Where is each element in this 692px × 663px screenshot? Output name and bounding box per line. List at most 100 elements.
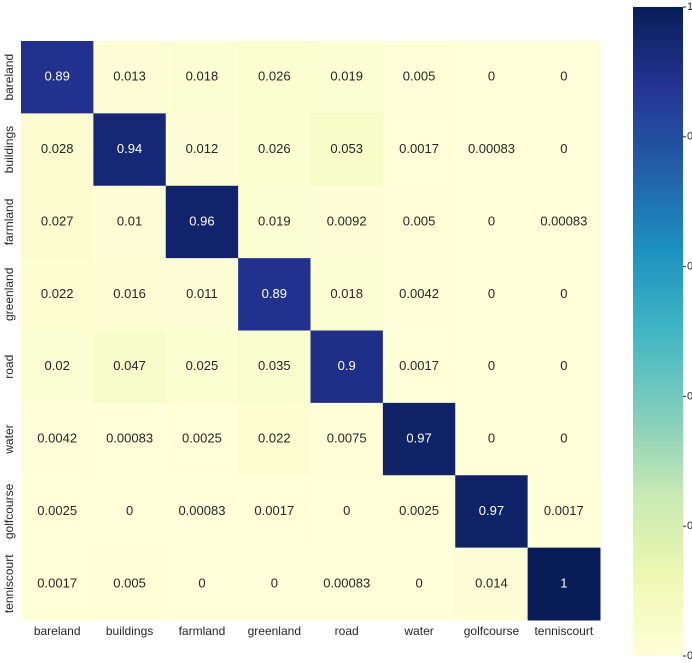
heatmap-cell	[455, 547, 529, 621]
heatmap-cell	[238, 185, 311, 259]
cell-label: 0	[488, 286, 495, 301]
y-tick-label: bareland	[2, 54, 16, 101]
cell-label: 0.027	[41, 213, 74, 228]
heatmap-cell	[238, 547, 311, 621]
cell-label: 0	[488, 431, 495, 446]
heatmap-cell	[165, 330, 239, 404]
cell-label: 0.019	[258, 213, 291, 228]
heatmap-cell	[382, 475, 456, 549]
heatmap-cell	[93, 547, 167, 621]
cell-label: 0.028	[41, 141, 74, 156]
heatmap-cell	[310, 113, 384, 187]
heatmap-cell	[455, 475, 529, 549]
x-tick-label: water	[403, 624, 433, 638]
heatmap-cell	[238, 41, 311, 114]
heatmap-cell	[455, 330, 529, 404]
cell-label: 0.89	[262, 286, 287, 301]
heatmap-cell	[93, 402, 167, 476]
x-tick-label: greenland	[248, 624, 301, 638]
y-tick-label: water	[2, 424, 16, 454]
x-tick-label: farmland	[179, 624, 226, 638]
cell-label: 0.00083	[106, 431, 153, 446]
cell-label: 0	[126, 503, 133, 518]
heatmap-cell	[93, 185, 167, 259]
heatmap-cell	[165, 402, 239, 476]
y-tick-label: golfcourse	[2, 483, 16, 539]
cell-label: 0.0092	[327, 213, 367, 228]
heatmap-cell	[21, 258, 94, 331]
heatmap-cell	[527, 402, 601, 476]
heatmap-cell	[527, 258, 601, 331]
cell-label: 0.018	[186, 69, 219, 84]
heatmap-cell	[527, 330, 601, 404]
cell-label: 0.01	[117, 213, 142, 228]
y-tick-label: greenland	[2, 268, 16, 321]
heatmap-cell	[93, 41, 167, 114]
cell-label: 0	[271, 575, 278, 590]
cell-label: 0.005	[403, 69, 436, 84]
cell-label: 0.018	[330, 286, 363, 301]
cell-label: 0.0075	[327, 431, 367, 446]
heatmap-cell	[382, 113, 456, 187]
cell-label: 0.9	[338, 358, 356, 373]
heatmap-cell	[21, 547, 94, 621]
heatmap-cell	[310, 402, 384, 476]
heatmap-cell	[310, 41, 384, 114]
cell-label: 0.0025	[37, 503, 77, 518]
cell-label: 0	[198, 575, 205, 590]
heatmap-cell	[455, 402, 529, 476]
heatmap-cell	[238, 113, 311, 187]
colorbar-tick-label: 0.0	[687, 650, 692, 662]
heatmap-cell	[93, 330, 167, 404]
heatmap-cell	[238, 475, 311, 549]
cell-label: 0.02	[45, 358, 70, 373]
heatmap-cell	[238, 258, 311, 331]
heatmap-cell	[527, 547, 601, 621]
cell-label: 0.026	[258, 69, 291, 84]
cell-label: 0.026	[258, 141, 291, 156]
cell-label: 0.012	[186, 141, 219, 156]
cell-label: 0.047	[113, 358, 146, 373]
cell-label: 0.025	[186, 358, 219, 373]
cell-label: 0	[343, 503, 350, 518]
colorbar-tick-label: 0.2	[687, 520, 692, 532]
heatmap-cell	[310, 547, 384, 621]
y-tick-label: tenniscourt	[2, 554, 16, 613]
heatmap-cell	[310, 185, 384, 259]
heatmap-cell	[165, 41, 239, 114]
cell-label: 0.019	[330, 69, 363, 84]
cell-label: 0.00083	[323, 575, 370, 590]
cell-label: 0	[488, 358, 495, 373]
heatmap-cell	[165, 547, 239, 621]
cell-label: 0.0017	[399, 141, 439, 156]
y-tick-label: buildings	[2, 126, 16, 173]
heatmap-cell	[93, 258, 167, 331]
heatmap-cell	[93, 475, 167, 549]
heatmap-cell	[382, 402, 456, 476]
heatmap-cell	[21, 41, 94, 114]
heatmap-cell	[238, 402, 311, 476]
heatmap-cell	[382, 258, 456, 331]
heatmap-cell	[21, 402, 94, 476]
cell-label: 0.005	[403, 213, 436, 228]
heatmap-cell	[21, 185, 94, 259]
heatmap-cell	[455, 185, 529, 259]
cell-label: 0.035	[258, 358, 291, 373]
heatmap-cell	[382, 330, 456, 404]
y-tick-label: farmland	[2, 199, 16, 246]
cell-label: 0.00083	[468, 141, 515, 156]
cell-label: 0.022	[258, 431, 291, 446]
cell-label: 0	[560, 141, 567, 156]
cell-label: 0	[488, 69, 495, 84]
heatmap-cell	[382, 185, 456, 259]
colorbar-tick-label: 1.0	[687, 1, 692, 13]
cell-label: 0.00083	[178, 503, 225, 518]
cell-label: 0.022	[41, 286, 74, 301]
heatmap-cell	[165, 185, 239, 259]
heatmap-cell	[527, 41, 601, 114]
heatmap-cell	[527, 113, 601, 187]
heatmap-cell	[165, 113, 239, 187]
cell-label: 0.0017	[399, 358, 439, 373]
heatmap-cell	[165, 475, 239, 549]
y-tick-label: road	[2, 355, 16, 379]
